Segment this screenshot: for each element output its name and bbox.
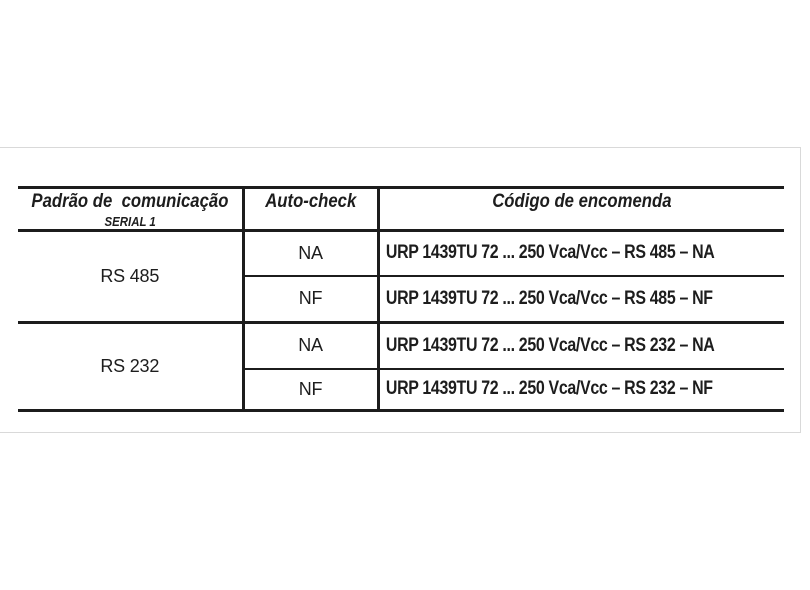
cell-autocheck-rs232-na: NA bbox=[241, 322, 380, 370]
header-communication-standard: Padrão de comunicação SERIAL 1 bbox=[18, 185, 243, 233]
cell-code-rs485-na: URP 1439TU 72 ... 250 Vca/Vcc – RS 485 –… bbox=[378, 230, 784, 277]
cell-autocheck-rs232-nf: NF bbox=[241, 368, 380, 413]
header-auto-check: Auto-check bbox=[241, 185, 380, 233]
cell-autocheck-rs485-na: NA bbox=[241, 230, 380, 277]
order-code-table: Padrão de comunicação SERIAL 1 Auto-chec… bbox=[18, 185, 784, 413]
cell-code-rs232-nf: URP 1439TU 72 ... 250 Vca/Vcc – RS 232 –… bbox=[378, 368, 784, 413]
cell-code-rs485-nf: URP 1439TU 72 ... 250 Vca/Vcc – RS 485 –… bbox=[378, 275, 784, 325]
table-row-rs485-nf: NF URP 1439TU 72 ... 250 Vca/Vcc – RS 48… bbox=[18, 275, 784, 325]
page-frame-right-line bbox=[800, 147, 801, 433]
page-frame-top-line bbox=[0, 147, 801, 148]
page-frame-bottom-line bbox=[0, 432, 801, 433]
cell-autocheck-rs485-nf: NF bbox=[241, 275, 380, 325]
table-header-row: Padrão de comunicação SERIAL 1 Auto-chec… bbox=[18, 185, 784, 233]
cell-code-rs232-na: URP 1439TU 72 ... 250 Vca/Vcc – RS 232 –… bbox=[378, 322, 784, 370]
cell-standard-rs485: RS 485 bbox=[18, 230, 243, 325]
table-row-rs232-nf: NF URP 1439TU 72 ... 250 Vca/Vcc – RS 23… bbox=[18, 368, 784, 413]
table-row-rs485-na: RS 485 NA URP 1439TU 72 ... 250 Vca/Vcc … bbox=[18, 230, 784, 325]
header-communication-standard-label: Padrão de comunicação bbox=[31, 191, 229, 212]
table-row-rs232-na: RS 232 NA URP 1439TU 72 ... 250 Vca/Vcc … bbox=[18, 322, 784, 413]
cell-standard-rs232: RS 232 bbox=[18, 322, 243, 413]
header-serial-label: SERIAL 1 bbox=[104, 213, 156, 229]
header-order-code: Código de encomenda bbox=[378, 185, 784, 233]
